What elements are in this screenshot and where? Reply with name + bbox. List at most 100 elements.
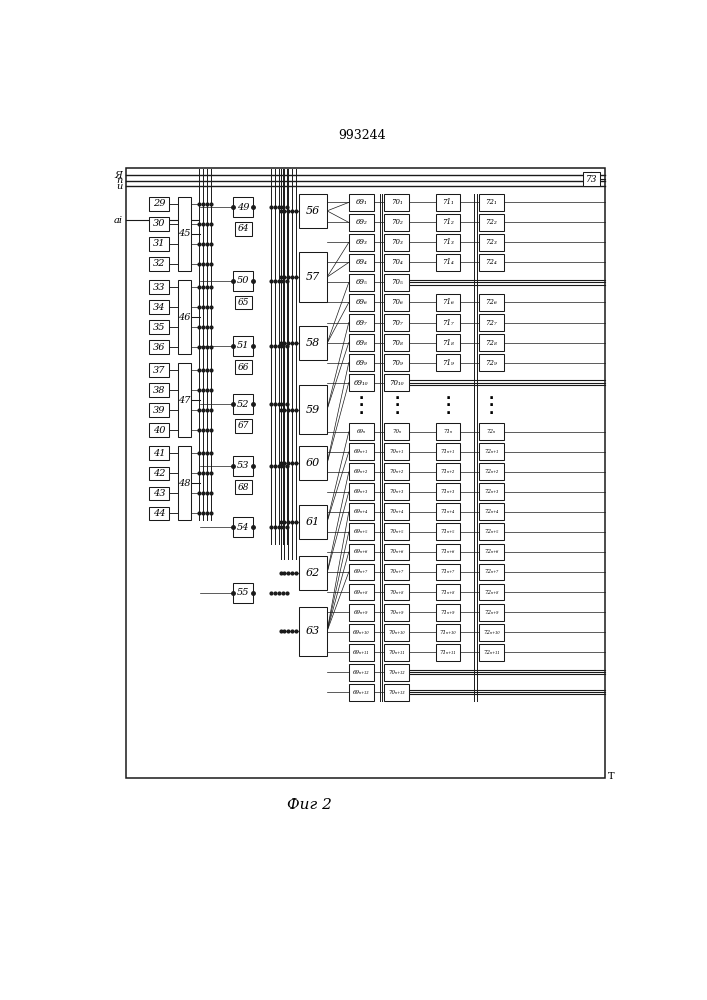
Text: 70ₙ₊₁₂: 70ₙ₊₁₂ (389, 670, 405, 675)
Bar (436, 584, 460, 600)
Bar (385, 314, 409, 331)
Bar (299, 252, 327, 302)
Text: 72₂: 72₂ (486, 218, 497, 226)
Text: 72ₙ: 72ₙ (486, 429, 496, 434)
Text: 69ₙ₊₁₃: 69ₙ₊₁₃ (353, 690, 370, 695)
Bar (299, 556, 327, 590)
Text: 71ₙ₊₅: 71ₙ₊₅ (440, 529, 455, 534)
Bar (436, 314, 460, 331)
Text: 44: 44 (153, 509, 165, 518)
Bar (149, 320, 169, 334)
Text: 69₃: 69₃ (356, 238, 367, 246)
Bar (479, 254, 504, 271)
Text: 71₄: 71₄ (442, 258, 454, 266)
Bar (385, 443, 409, 460)
Bar (299, 446, 327, 480)
Text: 39: 39 (153, 406, 165, 415)
Bar (299, 385, 327, 434)
Bar (149, 300, 169, 314)
Text: 30: 30 (153, 219, 165, 228)
Bar (349, 194, 373, 211)
Bar (479, 354, 504, 371)
Bar (436, 254, 460, 271)
Bar (349, 274, 373, 291)
Bar (349, 564, 373, 580)
Text: 69₇: 69₇ (356, 319, 367, 327)
Bar (149, 340, 169, 354)
Bar (178, 280, 191, 354)
Text: 72₉: 72₉ (486, 359, 497, 367)
Text: 69ₙ₊₅: 69ₙ₊₅ (354, 529, 368, 534)
Text: 70ₙ₊₇: 70ₙ₊₇ (390, 569, 404, 574)
Text: 69ₙ₊₁₂: 69ₙ₊₁₂ (353, 670, 370, 675)
Text: 69₉: 69₉ (356, 359, 367, 367)
Text: 72ₙ₊₉: 72ₙ₊₉ (484, 610, 498, 615)
Bar (479, 423, 504, 440)
Bar (436, 334, 460, 351)
Text: 69₁: 69₁ (356, 198, 367, 206)
Bar (436, 503, 460, 520)
Text: 48: 48 (178, 479, 191, 488)
Bar (479, 644, 504, 661)
Bar (349, 503, 373, 520)
Bar (299, 194, 327, 228)
Text: 72ₙ₊₁₀: 72ₙ₊₁₀ (483, 630, 500, 635)
Bar (385, 423, 409, 440)
Text: T: T (607, 772, 614, 781)
Bar (235, 222, 252, 235)
Text: п: п (116, 176, 122, 185)
Text: 53: 53 (237, 461, 250, 470)
Text: 71₁: 71₁ (442, 198, 454, 206)
Text: 56: 56 (306, 206, 320, 216)
Bar (479, 564, 504, 580)
Bar (436, 463, 460, 480)
Text: ·: · (395, 407, 399, 421)
Bar (349, 544, 373, 560)
Bar (479, 463, 504, 480)
Bar (178, 363, 191, 437)
Bar (233, 394, 253, 414)
Bar (385, 624, 409, 641)
Text: 69ₙ₊₇: 69ₙ₊₇ (354, 569, 368, 574)
Text: 70₂: 70₂ (391, 218, 403, 226)
Text: 69ₙ₊₈: 69ₙ₊₈ (354, 590, 368, 595)
Text: 71ₙ: 71ₙ (443, 429, 452, 434)
Bar (149, 403, 169, 417)
Bar (233, 456, 253, 476)
Text: 70₁₀: 70₁₀ (390, 379, 404, 387)
Text: 65: 65 (238, 298, 249, 307)
Text: ·: · (489, 392, 494, 406)
Text: ·: · (358, 407, 364, 421)
Bar (385, 584, 409, 600)
Bar (385, 604, 409, 620)
Text: 70₃: 70₃ (391, 238, 403, 246)
Text: ·: · (358, 392, 364, 406)
Text: 64: 64 (238, 224, 249, 233)
Text: ai: ai (114, 216, 122, 225)
Bar (235, 419, 252, 433)
Bar (149, 466, 169, 480)
Bar (385, 503, 409, 520)
Bar (349, 483, 373, 500)
Text: 69ₙ: 69ₙ (356, 429, 366, 434)
Bar (233, 583, 253, 603)
Text: 71ₙ₊₁₀: 71ₙ₊₁₀ (440, 630, 456, 635)
Text: 35: 35 (153, 323, 165, 332)
Text: 66: 66 (238, 363, 249, 372)
Bar (178, 197, 191, 271)
Text: 46: 46 (178, 313, 191, 322)
Text: 69₂: 69₂ (356, 218, 367, 226)
Text: 70ₙ: 70ₙ (392, 429, 402, 434)
Bar (149, 423, 169, 437)
Text: 69ₙ₊₁₁: 69ₙ₊₁₁ (353, 650, 370, 655)
Text: 70ₙ₊₁₀: 70ₙ₊₁₀ (389, 630, 405, 635)
Text: 69ₙ₊₉: 69ₙ₊₉ (354, 610, 368, 615)
Text: 63: 63 (306, 626, 320, 636)
Text: 72ₙ₊₃: 72ₙ₊₃ (484, 489, 498, 494)
Text: 41: 41 (153, 449, 165, 458)
Text: 32: 32 (153, 259, 165, 268)
Bar (479, 314, 504, 331)
Bar (149, 237, 169, 251)
Bar (385, 664, 409, 681)
Text: ·: · (445, 399, 450, 413)
